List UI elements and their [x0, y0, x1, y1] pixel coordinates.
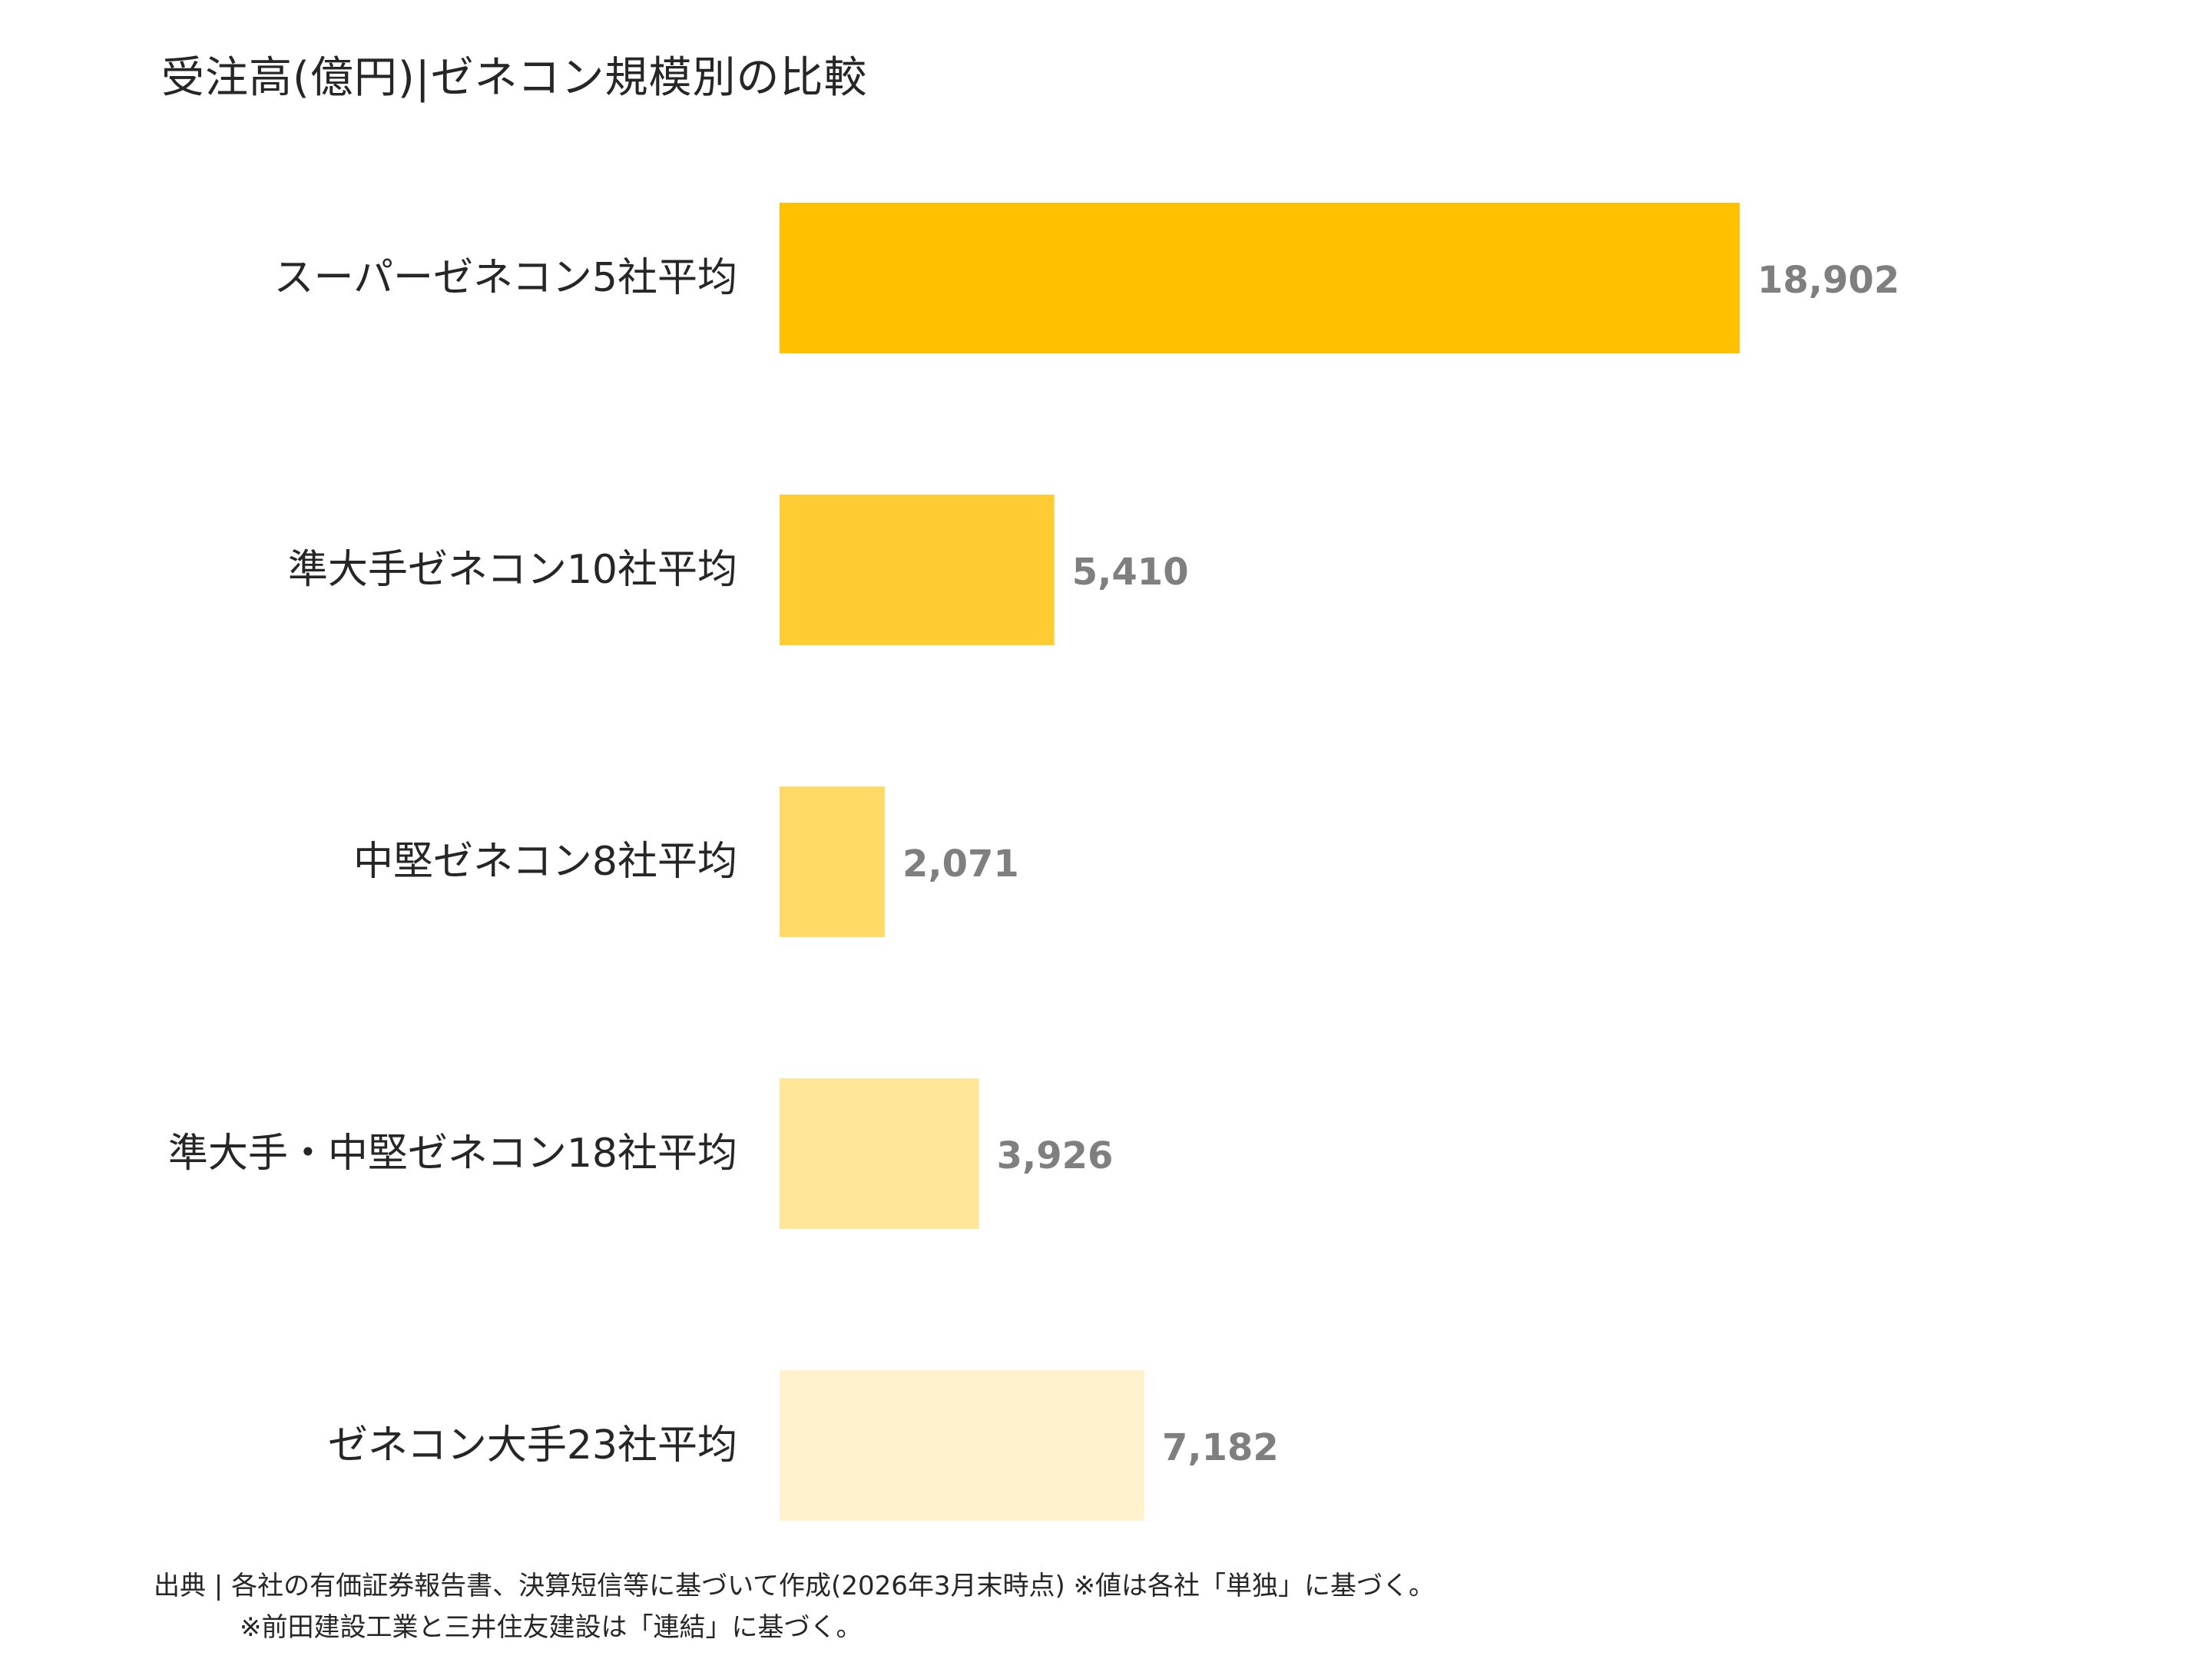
category-label-4: ゼネコン大手23社平均 [328, 1422, 737, 1469]
value-label-3: 3,926 [997, 1134, 1114, 1177]
source-note: 出典 | 各社の有価証券報告書、決算短信等に基づいて作成(2026年3月末時点)… [154, 1565, 1435, 1648]
category-label-3: 準大手・中堅ゼネコン18社平均 [168, 1131, 737, 1177]
value-label-2: 2,071 [902, 843, 1019, 886]
category-label-1: 準大手ゼネコン10社平均 [288, 547, 737, 593]
source-line-1: 出典 | 各社の有価証券報告書、決算短信等に基づいて作成(2026年3月末時点)… [154, 1571, 1435, 1601]
bar-0 [780, 203, 1740, 353]
bar-4 [780, 1370, 1144, 1521]
value-label-0: 18,902 [1757, 259, 1899, 302]
value-label-4: 7,182 [1162, 1426, 1279, 1469]
category-label-2: 中堅ゼネコン8社平均 [353, 839, 737, 885]
source-line-2: ※前田建設工業と三井住友建設は「連結」に基づく。 [240, 1612, 863, 1643]
bar-2 [780, 786, 885, 937]
chart-title: 受注高(億円)|ゼネコン規模別の比較 [161, 53, 868, 103]
bar-1 [780, 495, 1055, 645]
value-label-1: 5,410 [1072, 551, 1189, 594]
bar-3 [780, 1078, 979, 1229]
category-label-0: スーパーゼネコン5社平均 [273, 255, 737, 301]
